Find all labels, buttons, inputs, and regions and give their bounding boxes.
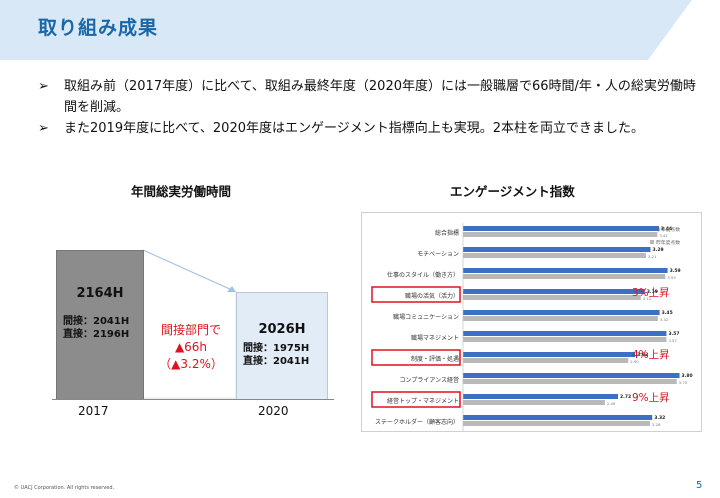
indirect-2017: 間接：2041H [63,316,130,327]
engagement-chart-svg: 総合指標 3.443.41 モチベーション 3.293.21 仕事のスタイル（働き方） 3… [371,223,693,431]
category-label: 総合指標 [435,229,459,237]
bullet-text: また2019年度に比べて、2020年度はエンゲージメント指標向上も実現。2本柱を… [64,121,645,136]
value-label-previous: 3.75 [679,380,688,385]
bar-current [463,415,653,420]
copyright: © UACJ Corporation. All rights reserved. [14,485,115,491]
bar-current [463,247,651,252]
year-label-2020: 2020 [258,404,289,418]
bar-current [463,226,660,231]
direct-2017: 直接：2196H [63,329,130,340]
bar-previous [463,400,605,405]
bar-current [463,394,619,399]
callout-vitality: 3%上昇 [632,287,670,299]
bar-previous [463,274,666,279]
category-label: 職場の活気（活力） [405,292,459,300]
bar-previous [463,421,650,426]
value-label-current: 3.80 [682,373,693,379]
page-title: 取り組み成果 [38,17,159,39]
category-label: 職場マネジメント [411,334,459,342]
bullet-text: 取組み前（2017年度）に比べて、取組み最終年度（2020年度）には一般職層で6… [64,79,696,115]
value-label-previous: 3.55 [667,275,676,280]
working-hours-title: 年間総実労働時間 [131,184,232,199]
highlight-box [371,391,461,408]
bar-current [463,310,660,315]
value-label-current: 3.29 [652,247,663,253]
arrow-bullet-icon: ➢ [38,79,49,94]
reduction-line3: （▲3.2%） [159,357,223,371]
value-label-previous: 3.28 [652,422,661,427]
legend-label-current: 今年度点数 [656,226,680,233]
page-number: 5 [696,480,703,491]
bar-previous [463,253,646,258]
year-label-2017: 2017 [78,404,109,418]
header-background [0,0,720,60]
reduction-line2: ▲66h [174,340,208,354]
category-label: モチベーション [417,251,459,258]
baseline [52,399,334,400]
legend-swatch-current [650,227,654,231]
category-label: 職場コミュニケーション [393,313,459,321]
value-label-current: 3.45 [662,310,673,316]
bar-previous [463,358,629,363]
value-label-current: 3.32 [654,415,665,421]
bar-previous [463,232,658,237]
bar-previous [463,316,658,321]
callout-top-management: 9%上昇 [632,392,670,404]
value-label-previous: 2.49 [607,401,616,406]
category-label: コンプライアンス経営 [400,376,459,384]
legend-label-previous: 昨年度点数 [656,239,680,246]
breakdown-2017: 間接：2041H 直接：2196H [63,315,129,341]
arrow-bullet-icon: ➢ [38,121,49,136]
reduction-label: 間接部門で ▲66h （▲3.2%） [150,322,232,373]
breakdown-2020: 間接：1975H 直接：2041H [243,342,309,368]
category-label: 経営トップ・マネジメント [387,397,459,405]
value-label-current: 2.72 [620,394,631,400]
value-label-current: 3.44 [661,226,672,232]
highlight-box [371,349,461,366]
total-2020: 2026H [258,322,306,337]
bar-2020: 2026H 間接：1975H 直接：2041H [236,292,328,400]
value-label-previous: 3.12 [643,296,652,301]
value-label-previous: 3.41 [659,233,668,238]
bar-previous [463,295,641,300]
category-label: 制度・評価・処遇 [411,355,459,363]
value-label-current: 3.57 [668,331,679,337]
highlight-box [371,286,461,303]
value-label-previous: 3.42 [660,317,669,322]
direct-2020: 直接：2041H [243,356,310,367]
bar-previous [463,379,677,384]
bar-current [463,289,645,294]
callout-evaluation: 4%上昇 [632,349,670,361]
bullet-item: ➢ 取組み前（2017年度）に比べて、取組み最終年度（2020年度）には一般職層… [38,76,698,118]
legend-swatch-previous [650,240,654,244]
bar-current [463,268,668,273]
bar-current [463,331,667,336]
value-label-current: 3.59 [670,268,681,274]
summary-bullets: ➢ 取組み前（2017年度）に比べて、取組み最終年度（2020年度）には一般職層… [38,76,698,139]
indirect-2020: 間接：1975H [243,343,310,354]
category-label: ステークホルダー（顧客志向） [375,418,459,426]
value-label-previous: 3.57 [668,338,677,343]
bar-previous [463,337,667,342]
bar-2017: 2164H 間接：2041H 直接：2196H [56,250,144,400]
bullet-item: ➢ また2019年度に比べて、2020年度はエンゲージメント指標向上も実現。2本… [38,118,698,139]
engagement-title: エンゲージメント指数 [450,184,575,199]
category-label: 仕事のスタイル（働き方） [387,271,459,279]
value-label-current: 3.02 [637,352,648,358]
bar-current [463,373,680,378]
reduction-line1: 間接部門で [160,323,221,337]
total-2017: 2164H [76,286,124,301]
value-label-previous: 3.21 [648,254,657,259]
header-banner: 取り組み成果 [0,0,720,60]
engagement-chart: 総合指標 3.44 3.41 モチベーション 3.29 3.21 仕事のスタイル（働き方） 3… [361,212,702,432]
bar-current [463,352,636,357]
value-label-current: 3.19 [647,289,658,295]
value-label-previous: 2.90 [630,359,639,364]
